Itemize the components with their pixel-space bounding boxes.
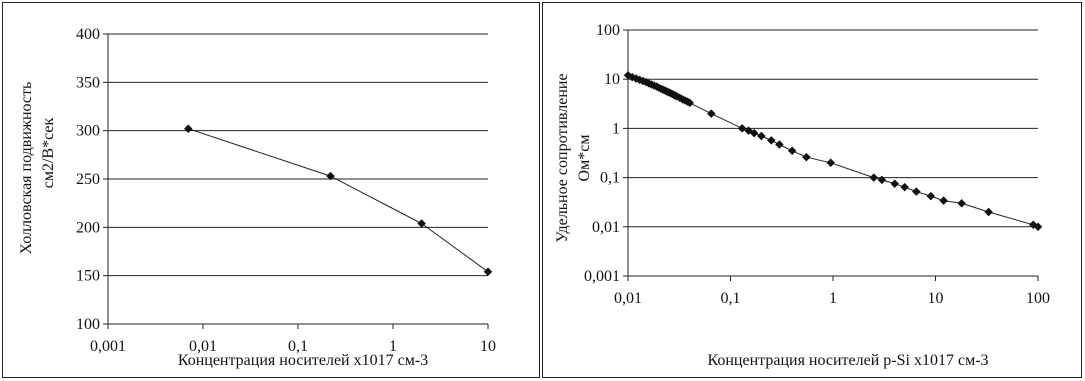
resistivity-y-axis-title-line1: Удельное сопротивление	[554, 73, 571, 242]
mobility-series-line	[188, 128, 489, 273]
mobility-data-point	[417, 219, 426, 228]
resistivity-data-point	[957, 198, 967, 208]
resistivity-data-point	[749, 128, 759, 138]
resistivity-y-tick-label: 1	[612, 120, 620, 137]
mobility-y-tick-label: 250	[76, 171, 100, 188]
resistivity-data-point	[775, 140, 784, 149]
mobility-y-tick-label: 350	[76, 74, 100, 91]
resistivity-data-point	[939, 196, 948, 206]
resistivity-data-point	[984, 207, 994, 217]
resistivity-data-point	[926, 191, 936, 201]
mobility-y-tick-label: 300	[76, 123, 100, 140]
resistivity-x-tick-label: 0,01	[614, 290, 642, 307]
resistivity-data-point	[869, 173, 879, 182]
resistivity-data-point	[737, 124, 747, 133]
resistivity-y-axis-title-line2: Ом*см	[576, 135, 593, 182]
resistivity-data-point	[826, 158, 836, 168]
mobility-y-axis-title-line1: Холловская подвижность	[18, 82, 35, 255]
mobility-y-tick-label: 200	[76, 219, 100, 236]
resistivity-data-point	[623, 70, 633, 80]
resistivity-x-tick-label: 0,1	[721, 290, 741, 307]
mobility-y-tick-label: 100	[76, 316, 100, 333]
mobility-x-tick-label: 0,01	[189, 338, 217, 355]
resistivity-y-tick-label: 0,01	[592, 219, 620, 236]
resistivity-y-tick-label: 100	[596, 22, 620, 39]
resistivity-data-point	[890, 179, 900, 189]
mobility-data-point	[483, 267, 493, 277]
resistivity-y-tick-label: 10	[604, 71, 620, 88]
mobility-x-tick-label: 1	[389, 338, 397, 355]
resistivity-data-point	[787, 146, 797, 156]
resistivity-data-point	[706, 109, 716, 118]
resistivity-chart: 0,001 0,01 0,1 1 10 100 0,01 0,1 1 10 100 Концентр…	[554, 22, 1050, 369]
resistivity-x-tick-label: 10	[928, 290, 944, 307]
mobility-x-tick-label: 10	[480, 338, 496, 355]
resistivity-data-point	[900, 182, 909, 192]
mobility-data-point	[183, 124, 193, 134]
resistivity-y-tick-label: 0,001	[584, 268, 620, 285]
resistivity-series-line	[627, 74, 1039, 228]
resistivity-data-point	[766, 136, 776, 145]
resistivity-y-tick-label: 0,1	[600, 170, 620, 187]
resistivity-data-point	[802, 152, 811, 162]
resistivity-data-point	[1033, 222, 1043, 232]
mobility-x-tick-label: 0,1	[288, 338, 308, 355]
chart-panel-resistivity: 0,001 0,01 0,1 1 10 100 0,01 0,1 1 10 100 Концентр…	[542, 2, 1082, 378]
mobility-data-point	[326, 171, 335, 181]
resistivity-data-point	[757, 131, 766, 141]
resistivity-x-axis-title: Концентрация носителей p-Si x1017 см-3	[707, 352, 988, 369]
mobility-y-tick-label: 400	[76, 26, 100, 43]
mobility-x-axis-title: Концентрация носителей x1017 см-3	[178, 352, 428, 369]
mobility-y-axis-title-line2: см2/В*сек	[40, 118, 57, 189]
mobility-chart: 100 150 200 250 300 350 400 0,001 0,01 0,1 1 10 Кон…	[18, 26, 496, 369]
chart-panel-mobility: 100 150 200 250 300 350 400 0,001 0,01 0,1 1 10 Кон…	[2, 2, 540, 378]
resistivity-x-tick-label: 1	[829, 290, 837, 307]
mobility-y-tick-label: 150	[76, 268, 100, 285]
resistivity-data-point	[911, 187, 921, 196]
resistivity-data-point	[685, 98, 695, 108]
resistivity-x-tick-label: 100	[1026, 290, 1050, 307]
resistivity-data-point	[877, 175, 887, 185]
mobility-x-tick-label: 0,001	[90, 338, 126, 355]
